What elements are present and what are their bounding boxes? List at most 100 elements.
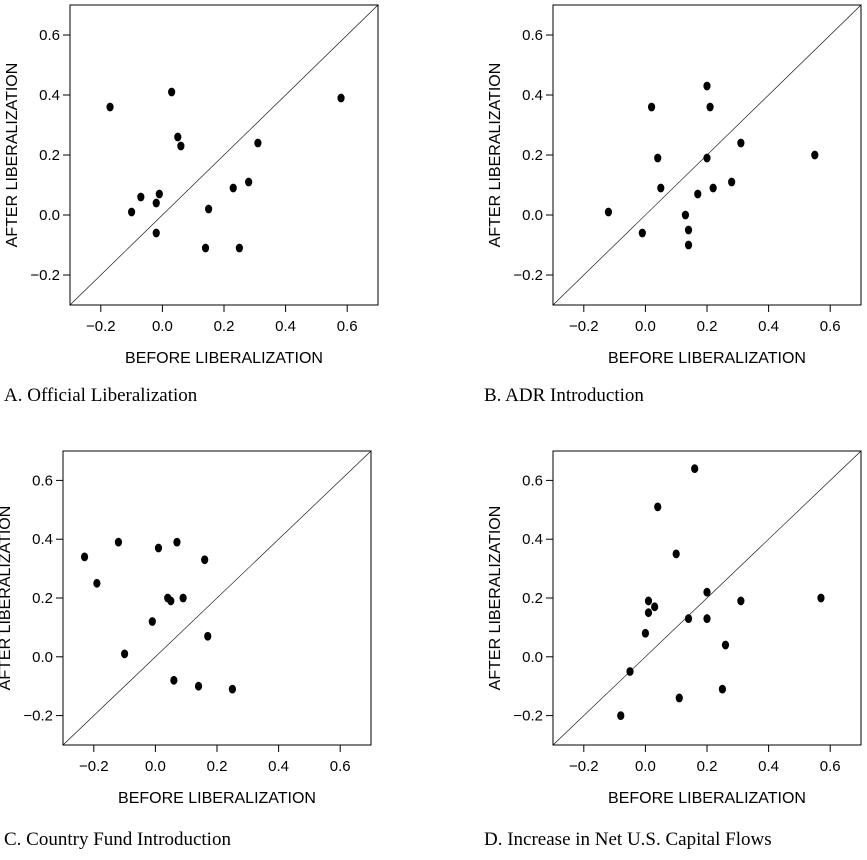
panel-b-data-point [706,102,714,112]
panel-d: −0.2 0.0 0.2 0.4 0.6 −0.2 0.0 0.2 0.4 0.6 BEFORE L… [484,450,862,850]
panel-c-data-point [80,552,89,562]
panel-c-data-point [93,578,101,588]
panel-d-data-point [737,596,745,606]
panel-c-caption: C. Country Fund Introduction [4,829,231,850]
panel-c-x-axis-label: BEFORE LIBERALIZATION [118,790,316,807]
panel-a-y-tick-label: −0.2 [30,267,60,284]
panel-a-y-tick-label: 0.6 [39,27,60,44]
panel-c-data-point [204,631,212,641]
panel-b-y-axis-label: AFTER LIBERALIZATION [487,63,504,248]
panel-d-data-point [654,502,662,512]
panel-a-data-point [152,228,160,238]
panel-a-data-point [229,183,237,193]
panel-b-data-point [703,153,711,163]
panel-c-data-point [194,681,203,691]
panel-b-y-tick-label: 0.0 [522,207,543,224]
panel-c-y-axis-label: AFTER LIBERALIZATION [0,506,14,691]
panel-d-y-tick-label: 0.6 [522,472,543,489]
panel-a-data-point [155,189,163,199]
panel-a-data-point [337,93,345,103]
panel-b-x-tick-label: 0.0 [635,318,656,335]
panel-c-data-point [228,684,236,694]
panel-a-data-point [177,141,185,151]
panel-b-y-tick-label: 0.4 [522,87,543,104]
panel-a-reference-line [69,4,379,306]
panel-b-x-tick-label: −0.2 [569,318,599,335]
panel-a-data-point [137,192,145,202]
panel-d-data-point [691,464,699,474]
panel-b-data-point [604,207,613,217]
panel-b-data-point [811,150,819,160]
panel-d-x-tick-label: 0.4 [758,758,779,775]
panel-a-y-axis-label: AFTER LIBERALIZATION [4,63,21,248]
panel-c-y-tick-label: −0.2 [23,708,53,725]
panel-c-y-tick-label: 0.4 [32,531,53,548]
panel-b-data-point [728,177,736,187]
panel-c-data-point [173,537,181,547]
panel-c-x-tick-label: 0.0 [145,758,166,775]
panel-b-data-point [684,240,693,250]
panel-a: −0.2 0.0 0.2 0.4 0.6 −0.2 0.0 0.2 0.4 0.6 BEFORE L… [4,4,379,406]
panel-d-data-point [672,549,680,559]
panel-c-data-point [121,649,129,659]
panel-b-data-point [694,189,702,199]
panel-c: −0.2 0.0 0.2 0.4 0.6 −0.2 0.0 0.2 0.4 0.6 BEFORE L… [0,450,372,850]
panel-d-data-point [626,667,634,676]
panel-a-data-point [152,198,160,208]
panel-c-x-tick-label: 0.6 [330,758,351,775]
panel-c-x-tick-label: −0.2 [79,758,109,775]
panel-b-data-point [684,225,693,235]
panel-d-y-tick-label: −0.2 [513,708,543,725]
panel-d-data-point [703,587,711,597]
panel-b-data-point [737,138,745,148]
panel-b-data-point [638,228,646,238]
panel-c-data-point [114,537,123,547]
panel-c-x-tick-label: 0.4 [268,758,289,775]
panel-a-y-tick-label: 0.2 [39,147,60,164]
panel-a-data-point [201,243,210,253]
panel-a-data-point [254,138,262,148]
panel-d-data-point [703,614,711,623]
panel-a-x-tick-label: 0.2 [214,318,235,335]
panel-b-caption: B. ADR Introduction [484,385,644,406]
panel-b-y-tick-label: 0.6 [522,27,543,44]
panel-a-data-point [106,102,114,112]
panel-d-data-point [718,684,727,694]
panel-a-caption: A. Official Liberalization [4,385,198,406]
panel-c-data-point [148,617,156,626]
panel-d-x-tick-label: 0.6 [820,758,841,775]
panel-d-data-point [644,596,653,606]
panel-c-x-tick-label: 0.2 [207,758,228,775]
panel-d-data-point [641,628,650,638]
panel-a-y-tick-label: 0.4 [39,87,60,104]
panel-c-data-point [201,555,209,565]
panel-d-data-point [721,640,730,650]
panel-b-data-point [709,183,717,193]
panel-d-reference-line [552,450,862,746]
panel-d-data-point [617,711,625,720]
panel-a-data-point [128,207,136,217]
panel-d-data-point [651,602,659,612]
panel-a-data-point [168,87,176,97]
panel-a-x-tick-label: 0.0 [152,318,173,335]
panel-d-y-tick-label: 0.0 [522,649,543,666]
panel-b-y-tick-label: −0.2 [513,267,543,284]
panel-d-x-tick-label: −0.2 [569,758,599,775]
panel-d-y-axis-label: AFTER LIBERALIZATION [487,506,504,691]
panel-b-x-tick-label: 0.6 [820,318,841,335]
panel-c-data-point [167,596,175,606]
panel-d-data-point [675,693,683,703]
panel-c-data-point [154,543,163,553]
panel-d-data-point [817,593,825,603]
panel-d-data-point [684,614,693,623]
panel-a-x-tick-label: 0.4 [275,318,296,335]
panel-a-x-tick-label: 0.6 [337,318,358,335]
panel-a-data-point [245,177,253,187]
panel-d-data-point [644,608,653,618]
panel-b-x-tick-label: 0.4 [758,318,779,335]
panel-a-data-point [205,204,213,214]
panel-b-data-point [703,81,711,91]
panel-a-y-tick-label: 0.0 [39,207,60,224]
panel-b-y-tick-label: 0.2 [522,147,543,164]
panel-c-data-point [170,675,178,685]
